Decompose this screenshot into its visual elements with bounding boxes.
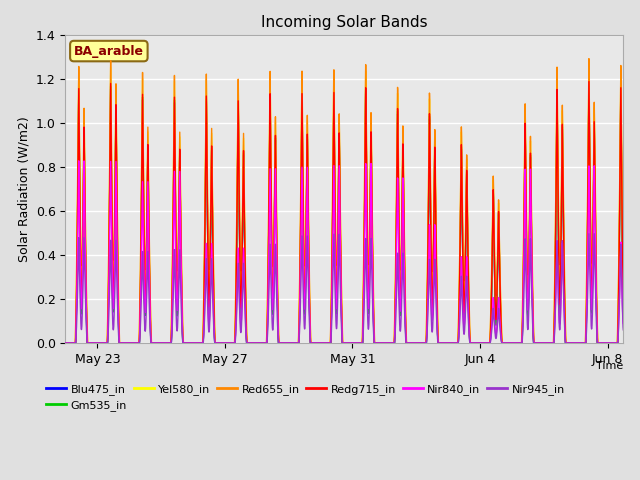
Blu475_in: [61, 340, 69, 346]
Yel580_in: [585, 62, 593, 68]
Gm535_in: [164, 340, 172, 346]
Nir945_in: [164, 340, 172, 346]
Nir840_in: [481, 340, 489, 346]
Gm535_in: [636, 340, 640, 346]
Red655_in: [585, 56, 593, 61]
Nir840_in: [332, 259, 339, 264]
Nir840_in: [636, 340, 640, 346]
Line: Red655_in: Red655_in: [65, 59, 639, 343]
Blu475_in: [514, 340, 522, 346]
Nir840_in: [635, 340, 640, 346]
Redg715_in: [164, 340, 172, 346]
Red655_in: [61, 340, 69, 346]
Red655_in: [164, 340, 172, 346]
Blu475_in: [449, 340, 457, 346]
Redg715_in: [481, 340, 489, 346]
Blu475_in: [635, 340, 640, 346]
Yel580_in: [332, 199, 339, 204]
Gm535_in: [481, 340, 489, 346]
Gm535_in: [635, 340, 640, 346]
Red655_in: [481, 340, 489, 346]
Title: Incoming Solar Bands: Incoming Solar Bands: [261, 15, 428, 30]
Blu475_in: [585, 84, 593, 90]
Y-axis label: Solar Radiation (W/m2): Solar Radiation (W/m2): [17, 116, 30, 262]
Blu475_in: [164, 340, 172, 346]
Nir945_in: [61, 340, 69, 346]
Blu475_in: [636, 340, 640, 346]
Red655_in: [635, 340, 640, 346]
Nir840_in: [75, 158, 83, 164]
Nir840_in: [165, 340, 173, 346]
Nir945_in: [449, 340, 457, 346]
Nir840_in: [450, 340, 458, 346]
Red655_in: [514, 340, 522, 346]
Text: BA_arable: BA_arable: [74, 45, 144, 58]
Gm535_in: [61, 340, 69, 346]
Yel580_in: [481, 340, 489, 346]
Nir945_in: [332, 288, 339, 294]
Yel580_in: [636, 340, 640, 346]
Yel580_in: [164, 340, 172, 346]
Yel580_in: [514, 340, 522, 346]
Nir945_in: [635, 340, 640, 346]
Line: Nir945_in: Nir945_in: [65, 234, 639, 343]
Legend: Blu475_in, Gm535_in, Yel580_in, Red655_in, Redg715_in, Nir840_in, Nir945_in: Blu475_in, Gm535_in, Yel580_in, Red655_i…: [42, 379, 569, 416]
Yel580_in: [61, 340, 69, 346]
Nir945_in: [481, 340, 489, 346]
Blu475_in: [332, 222, 339, 228]
Gm535_in: [585, 82, 593, 87]
Gm535_in: [514, 340, 522, 346]
Nir945_in: [514, 340, 522, 346]
Nir945_in: [591, 231, 598, 237]
Blu475_in: [481, 340, 489, 346]
Nir945_in: [636, 340, 640, 346]
Line: Gm535_in: Gm535_in: [65, 84, 639, 343]
Redg715_in: [449, 340, 457, 346]
Redg715_in: [61, 340, 69, 346]
Nir840_in: [514, 340, 522, 346]
Redg715_in: [514, 340, 522, 346]
Nir840_in: [61, 340, 69, 346]
Yel580_in: [449, 340, 457, 346]
Red655_in: [332, 189, 339, 195]
Redg715_in: [585, 79, 593, 84]
Redg715_in: [332, 216, 339, 221]
Line: Blu475_in: Blu475_in: [65, 87, 639, 343]
Yel580_in: [635, 340, 640, 346]
Redg715_in: [635, 340, 640, 346]
Redg715_in: [636, 340, 640, 346]
Red655_in: [636, 340, 640, 346]
Line: Redg715_in: Redg715_in: [65, 82, 639, 343]
Line: Yel580_in: Yel580_in: [65, 65, 639, 343]
Line: Nir840_in: Nir840_in: [65, 161, 639, 343]
Gm535_in: [332, 221, 339, 227]
Red655_in: [449, 340, 457, 346]
Text: Time: Time: [596, 361, 623, 372]
Gm535_in: [449, 340, 457, 346]
